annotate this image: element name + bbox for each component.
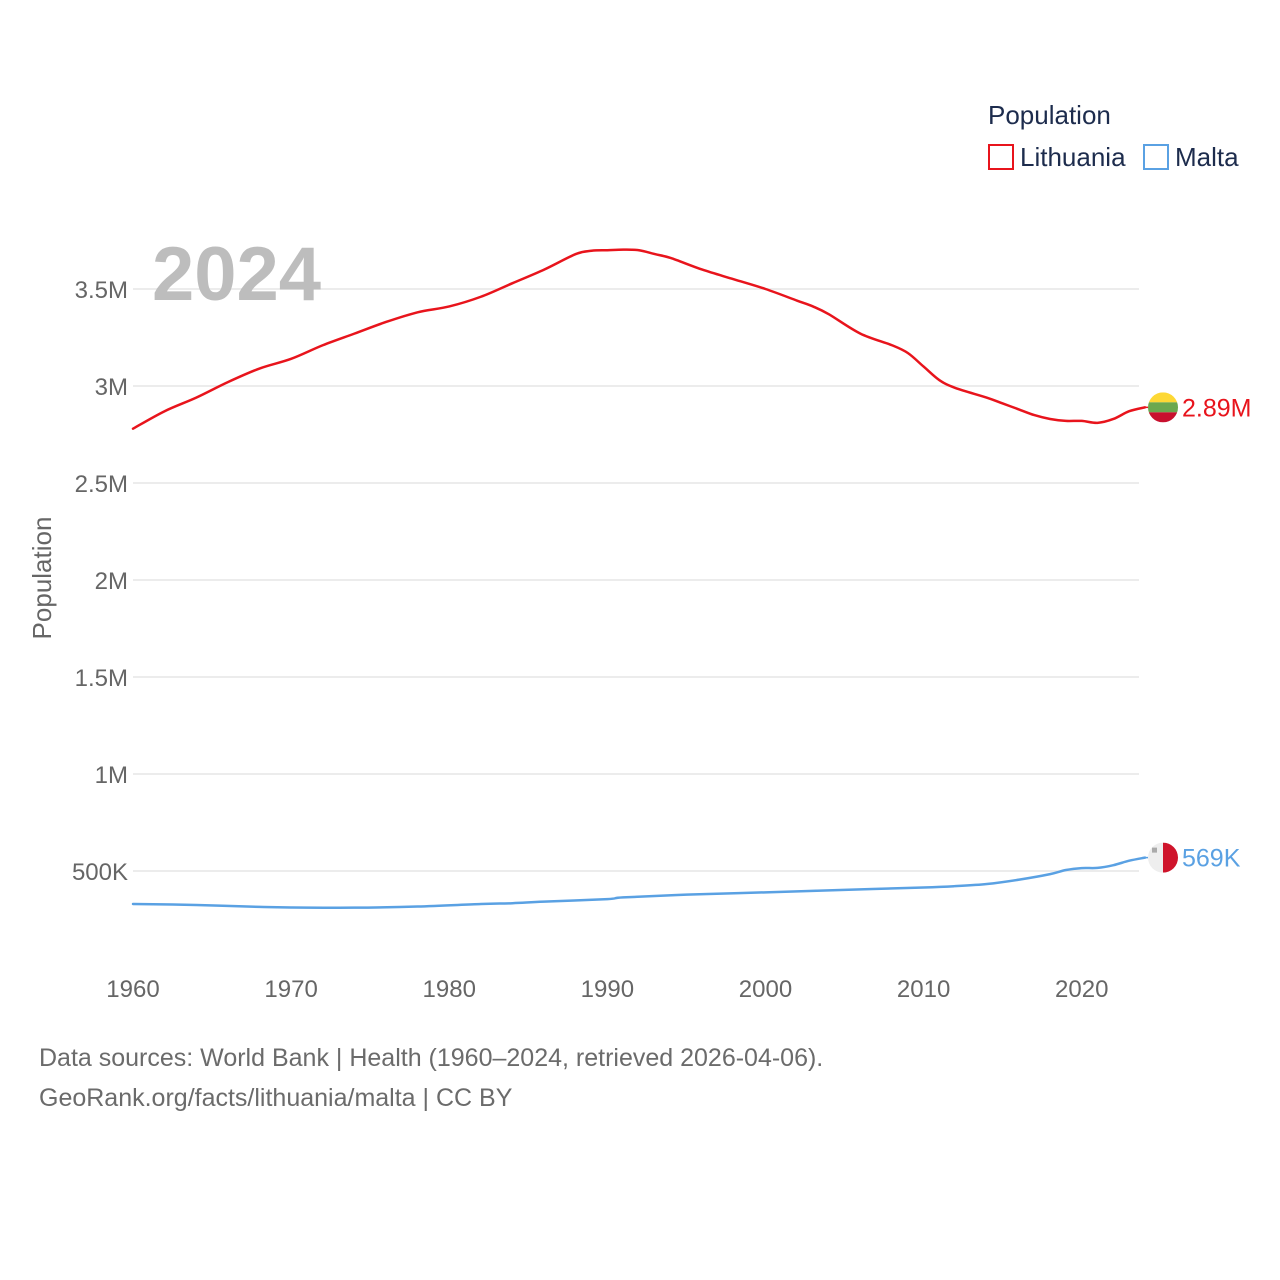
x-tick-label: 1970 [264, 976, 317, 1003]
legend-item-malta[interactable]: Malta [1143, 142, 1239, 172]
y-tick-label: 2M [95, 568, 128, 595]
end-value-label-malta: 569K [1182, 845, 1241, 873]
year-label: 2024 [152, 232, 321, 317]
legend-label-lithuania: Lithuania [1020, 142, 1126, 172]
y-tick-label: 2.5M [75, 471, 128, 498]
series-end-markers: 2.89M 569K [1145, 392, 1251, 873]
y-tick-label: 1M [95, 762, 128, 789]
y-tick-label: 500K [72, 859, 128, 886]
legend-item-lithuania[interactable]: Lithuania [988, 142, 1126, 172]
legend-label-malta: Malta [1175, 142, 1239, 172]
end-value-label-lithuania: 2.89M [1182, 394, 1251, 422]
footer-attribution: GeoRank.org/facts/lithuania/malta | CC B… [39, 1084, 513, 1112]
footer-sources: Data sources: World Bank | Health (1960–… [39, 1044, 824, 1072]
series-lines [131, 248, 1147, 909]
legend-swatch-malta [1143, 144, 1169, 170]
legend-title: Population [988, 100, 1111, 130]
x-tick-label: 1980 [423, 976, 476, 1003]
y-tick-label: 3M [95, 374, 128, 401]
x-tick-label: 1990 [581, 976, 634, 1003]
y-axis-ticks: 500K 1M 1.5M 2M 2.5M 3M 3.5M [72, 277, 128, 886]
gridlines [133, 288, 1139, 872]
y-axis-label: Population [27, 517, 57, 640]
lithuania-flag-icon [1148, 392, 1178, 423]
series-line-malta[interactable] [131, 856, 1147, 909]
malta-flag-icon [1148, 842, 1178, 873]
legend-swatch-lithuania [988, 144, 1014, 170]
x-tick-label: 2020 [1055, 976, 1108, 1003]
x-tick-label: 2000 [739, 976, 792, 1003]
x-tick-label: 1960 [106, 976, 159, 1003]
y-tick-label: 3.5M [75, 277, 128, 304]
series-line-lithuania[interactable] [131, 248, 1147, 430]
x-axis-ticks: 1960 1970 1980 1990 2000 2010 2020 [106, 976, 1108, 1003]
y-tick-label: 1.5M [75, 665, 128, 692]
x-tick-label: 2010 [897, 976, 950, 1003]
legend: Population Lithuania Malta [988, 100, 1239, 172]
